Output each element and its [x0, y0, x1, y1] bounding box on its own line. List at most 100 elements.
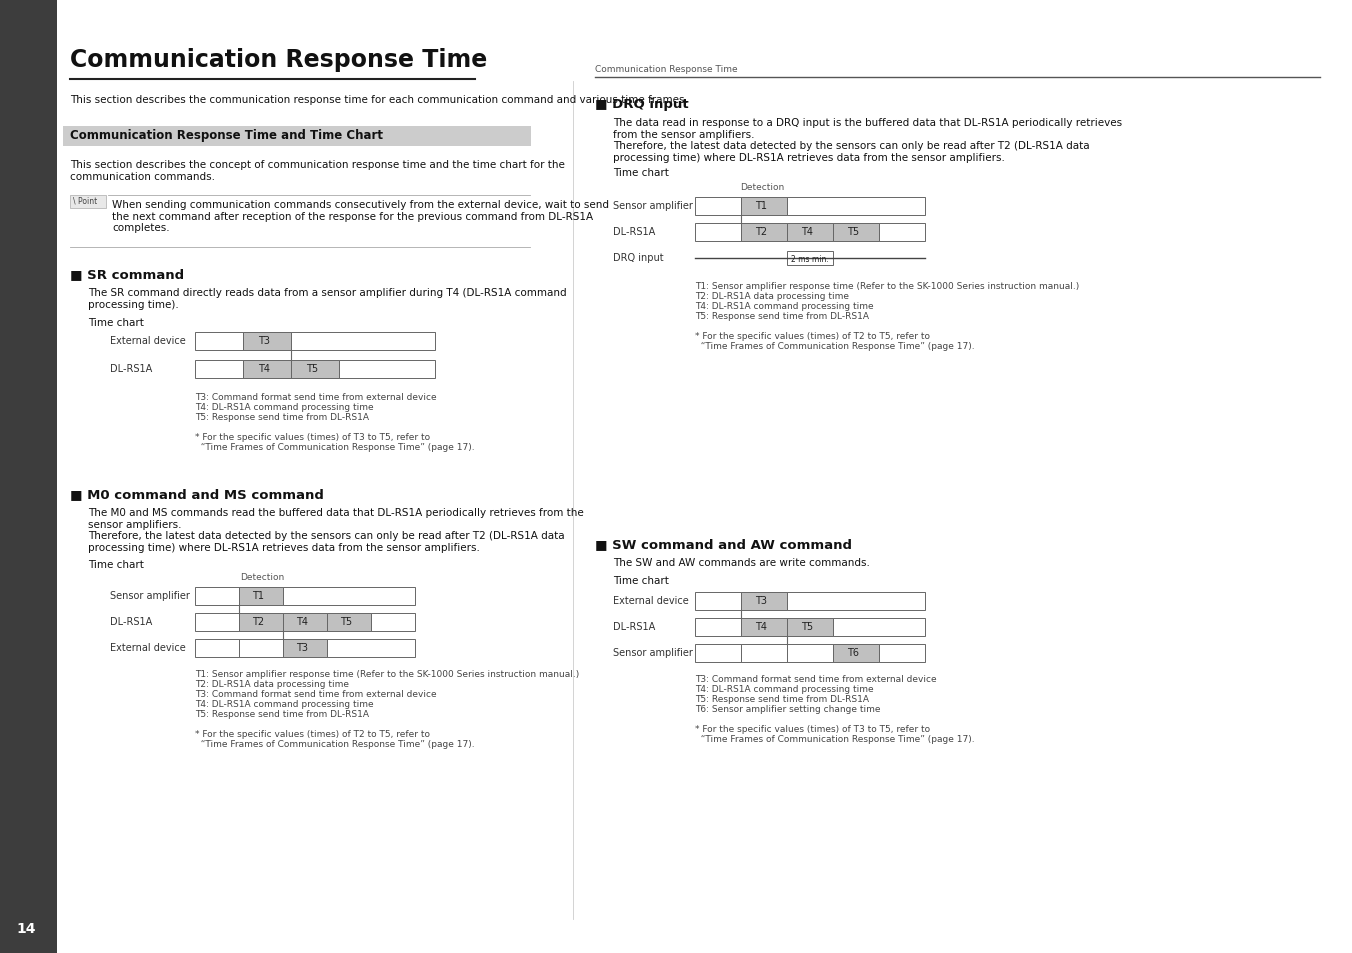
- Bar: [239, 614, 283, 631]
- Text: T4: DL-RS1A command processing time: T4: DL-RS1A command processing time: [695, 684, 873, 693]
- Bar: [741, 593, 787, 610]
- Bar: [833, 224, 879, 242]
- Text: 2 ms min.: 2 ms min.: [791, 254, 829, 264]
- Text: T5: T5: [339, 617, 352, 626]
- Text: DL-RS1A: DL-RS1A: [612, 621, 656, 631]
- Text: “Time Frames of Communication Response Time” (page 17).: “Time Frames of Communication Response T…: [195, 740, 475, 748]
- Bar: [64, 127, 531, 147]
- Text: T1: Sensor amplifier response time (Refer to the SK-1000 Series instruction manu: T1: Sensor amplifier response time (Refe…: [695, 282, 1079, 291]
- Bar: [741, 224, 787, 242]
- Text: ■ DRQ input: ■ DRQ input: [595, 98, 688, 111]
- Bar: [195, 639, 239, 658]
- Text: T4: DL-RS1A command processing time: T4: DL-RS1A command processing time: [195, 402, 373, 412]
- Bar: [741, 198, 787, 215]
- Text: When sending communication commands consecutively from the external device, wait: When sending communication commands cons…: [112, 200, 608, 233]
- Bar: [239, 587, 283, 605]
- Text: The M0 and MS commands read the buffered data that DL-RS1A periodically retrieve: The M0 and MS commands read the buffered…: [88, 507, 584, 552]
- Text: “Time Frames of Communication Response Time” (page 17).: “Time Frames of Communication Response T…: [195, 442, 475, 452]
- Text: Time chart: Time chart: [88, 317, 143, 328]
- Bar: [70, 195, 105, 209]
- Text: Time chart: Time chart: [612, 576, 669, 585]
- Bar: [787, 593, 925, 610]
- Text: T5: T5: [800, 621, 813, 631]
- Text: * For the specific values (times) of T2 to T5, refer to: * For the specific values (times) of T2 …: [195, 729, 430, 739]
- Text: Sensor amplifier: Sensor amplifier: [612, 647, 692, 658]
- Bar: [291, 333, 435, 351]
- Bar: [833, 618, 925, 637]
- Text: T2: T2: [251, 617, 264, 626]
- Text: T3: Command format send time from external device: T3: Command format send time from extern…: [195, 689, 437, 699]
- Bar: [879, 224, 925, 242]
- Bar: [243, 333, 291, 351]
- Bar: [283, 614, 327, 631]
- Text: The data read in response to a DRQ input is the buffered data that DL-RS1A perio: The data read in response to a DRQ input…: [612, 118, 1122, 163]
- Text: * For the specific values (times) of T3 to T5, refer to: * For the specific values (times) of T3 …: [695, 724, 930, 733]
- Text: External device: External device: [110, 642, 185, 652]
- Bar: [283, 587, 415, 605]
- Bar: [787, 198, 925, 215]
- Text: Detection: Detection: [740, 183, 784, 192]
- Text: Time chart: Time chart: [88, 559, 143, 569]
- Text: T3: T3: [754, 596, 767, 605]
- Bar: [327, 639, 415, 658]
- Text: Sensor amplifier: Sensor amplifier: [110, 590, 189, 600]
- Text: 14: 14: [16, 921, 35, 935]
- Text: DL-RS1A: DL-RS1A: [612, 227, 656, 236]
- Text: T4: DL-RS1A command processing time: T4: DL-RS1A command processing time: [195, 700, 373, 708]
- Text: T5: Response send time from DL-RS1A: T5: Response send time from DL-RS1A: [695, 695, 869, 703]
- Bar: [787, 252, 833, 266]
- Bar: [327, 614, 370, 631]
- Text: External device: External device: [612, 596, 688, 605]
- Text: T5: Response send time from DL-RS1A: T5: Response send time from DL-RS1A: [195, 709, 369, 719]
- Text: T5: Response send time from DL-RS1A: T5: Response send time from DL-RS1A: [195, 413, 369, 421]
- Text: Communication Response Time: Communication Response Time: [70, 48, 487, 71]
- Text: T4: T4: [296, 617, 308, 626]
- Bar: [787, 618, 833, 637]
- Text: * For the specific values (times) of T2 to T5, refer to: * For the specific values (times) of T2 …: [695, 332, 930, 340]
- Bar: [0, 0, 57, 953]
- Text: T4: T4: [800, 227, 813, 236]
- Text: “Time Frames of Communication Response Time” (page 17).: “Time Frames of Communication Response T…: [695, 341, 975, 351]
- Text: \ Point: \ Point: [73, 196, 97, 206]
- Bar: [695, 618, 741, 637]
- Bar: [195, 614, 239, 631]
- Text: Sensor amplifier: Sensor amplifier: [612, 201, 692, 211]
- Text: DRQ input: DRQ input: [612, 253, 664, 263]
- Bar: [833, 644, 879, 662]
- Text: T5: T5: [846, 227, 859, 236]
- Text: T4: T4: [258, 364, 270, 374]
- Text: T4: T4: [754, 621, 767, 631]
- Text: “Time Frames of Communication Response Time” (page 17).: “Time Frames of Communication Response T…: [695, 734, 975, 743]
- Text: T3: T3: [296, 642, 308, 652]
- Text: T1: T1: [754, 201, 767, 211]
- Text: DL-RS1A: DL-RS1A: [110, 364, 153, 374]
- Text: T6: Sensor amplifier setting change time: T6: Sensor amplifier setting change time: [695, 704, 880, 713]
- Bar: [195, 360, 243, 378]
- Bar: [195, 333, 243, 351]
- Bar: [741, 644, 787, 662]
- Text: T4: DL-RS1A command processing time: T4: DL-RS1A command processing time: [695, 302, 873, 311]
- Text: * For the specific values (times) of T3 to T5, refer to: * For the specific values (times) of T3 …: [195, 433, 430, 441]
- Bar: [283, 639, 327, 658]
- Bar: [787, 224, 833, 242]
- Text: Communication Response Time and Time Chart: Communication Response Time and Time Cha…: [70, 129, 383, 142]
- Bar: [741, 618, 787, 637]
- Bar: [239, 639, 283, 658]
- Bar: [695, 644, 741, 662]
- Text: The SW and AW commands are write commands.: The SW and AW commands are write command…: [612, 558, 869, 567]
- Text: This section describes the communication response time for each communication co: This section describes the communication…: [70, 95, 688, 105]
- Text: T3: Command format send time from external device: T3: Command format send time from extern…: [195, 393, 437, 401]
- Text: The SR command directly reads data from a sensor amplifier during T4 (DL-RS1A co: The SR command directly reads data from …: [88, 288, 566, 310]
- Text: T3: T3: [258, 335, 270, 346]
- Text: T1: T1: [251, 590, 264, 600]
- Text: Detection: Detection: [241, 573, 284, 581]
- Bar: [787, 644, 833, 662]
- Text: T2: DL-RS1A data processing time: T2: DL-RS1A data processing time: [195, 679, 349, 688]
- Text: DL-RS1A: DL-RS1A: [110, 617, 153, 626]
- Bar: [291, 360, 339, 378]
- Bar: [695, 198, 741, 215]
- Text: Communication Response Time: Communication Response Time: [595, 65, 738, 74]
- Text: External device: External device: [110, 335, 185, 346]
- Text: ■ M0 command and MS command: ■ M0 command and MS command: [70, 488, 324, 500]
- Bar: [695, 593, 741, 610]
